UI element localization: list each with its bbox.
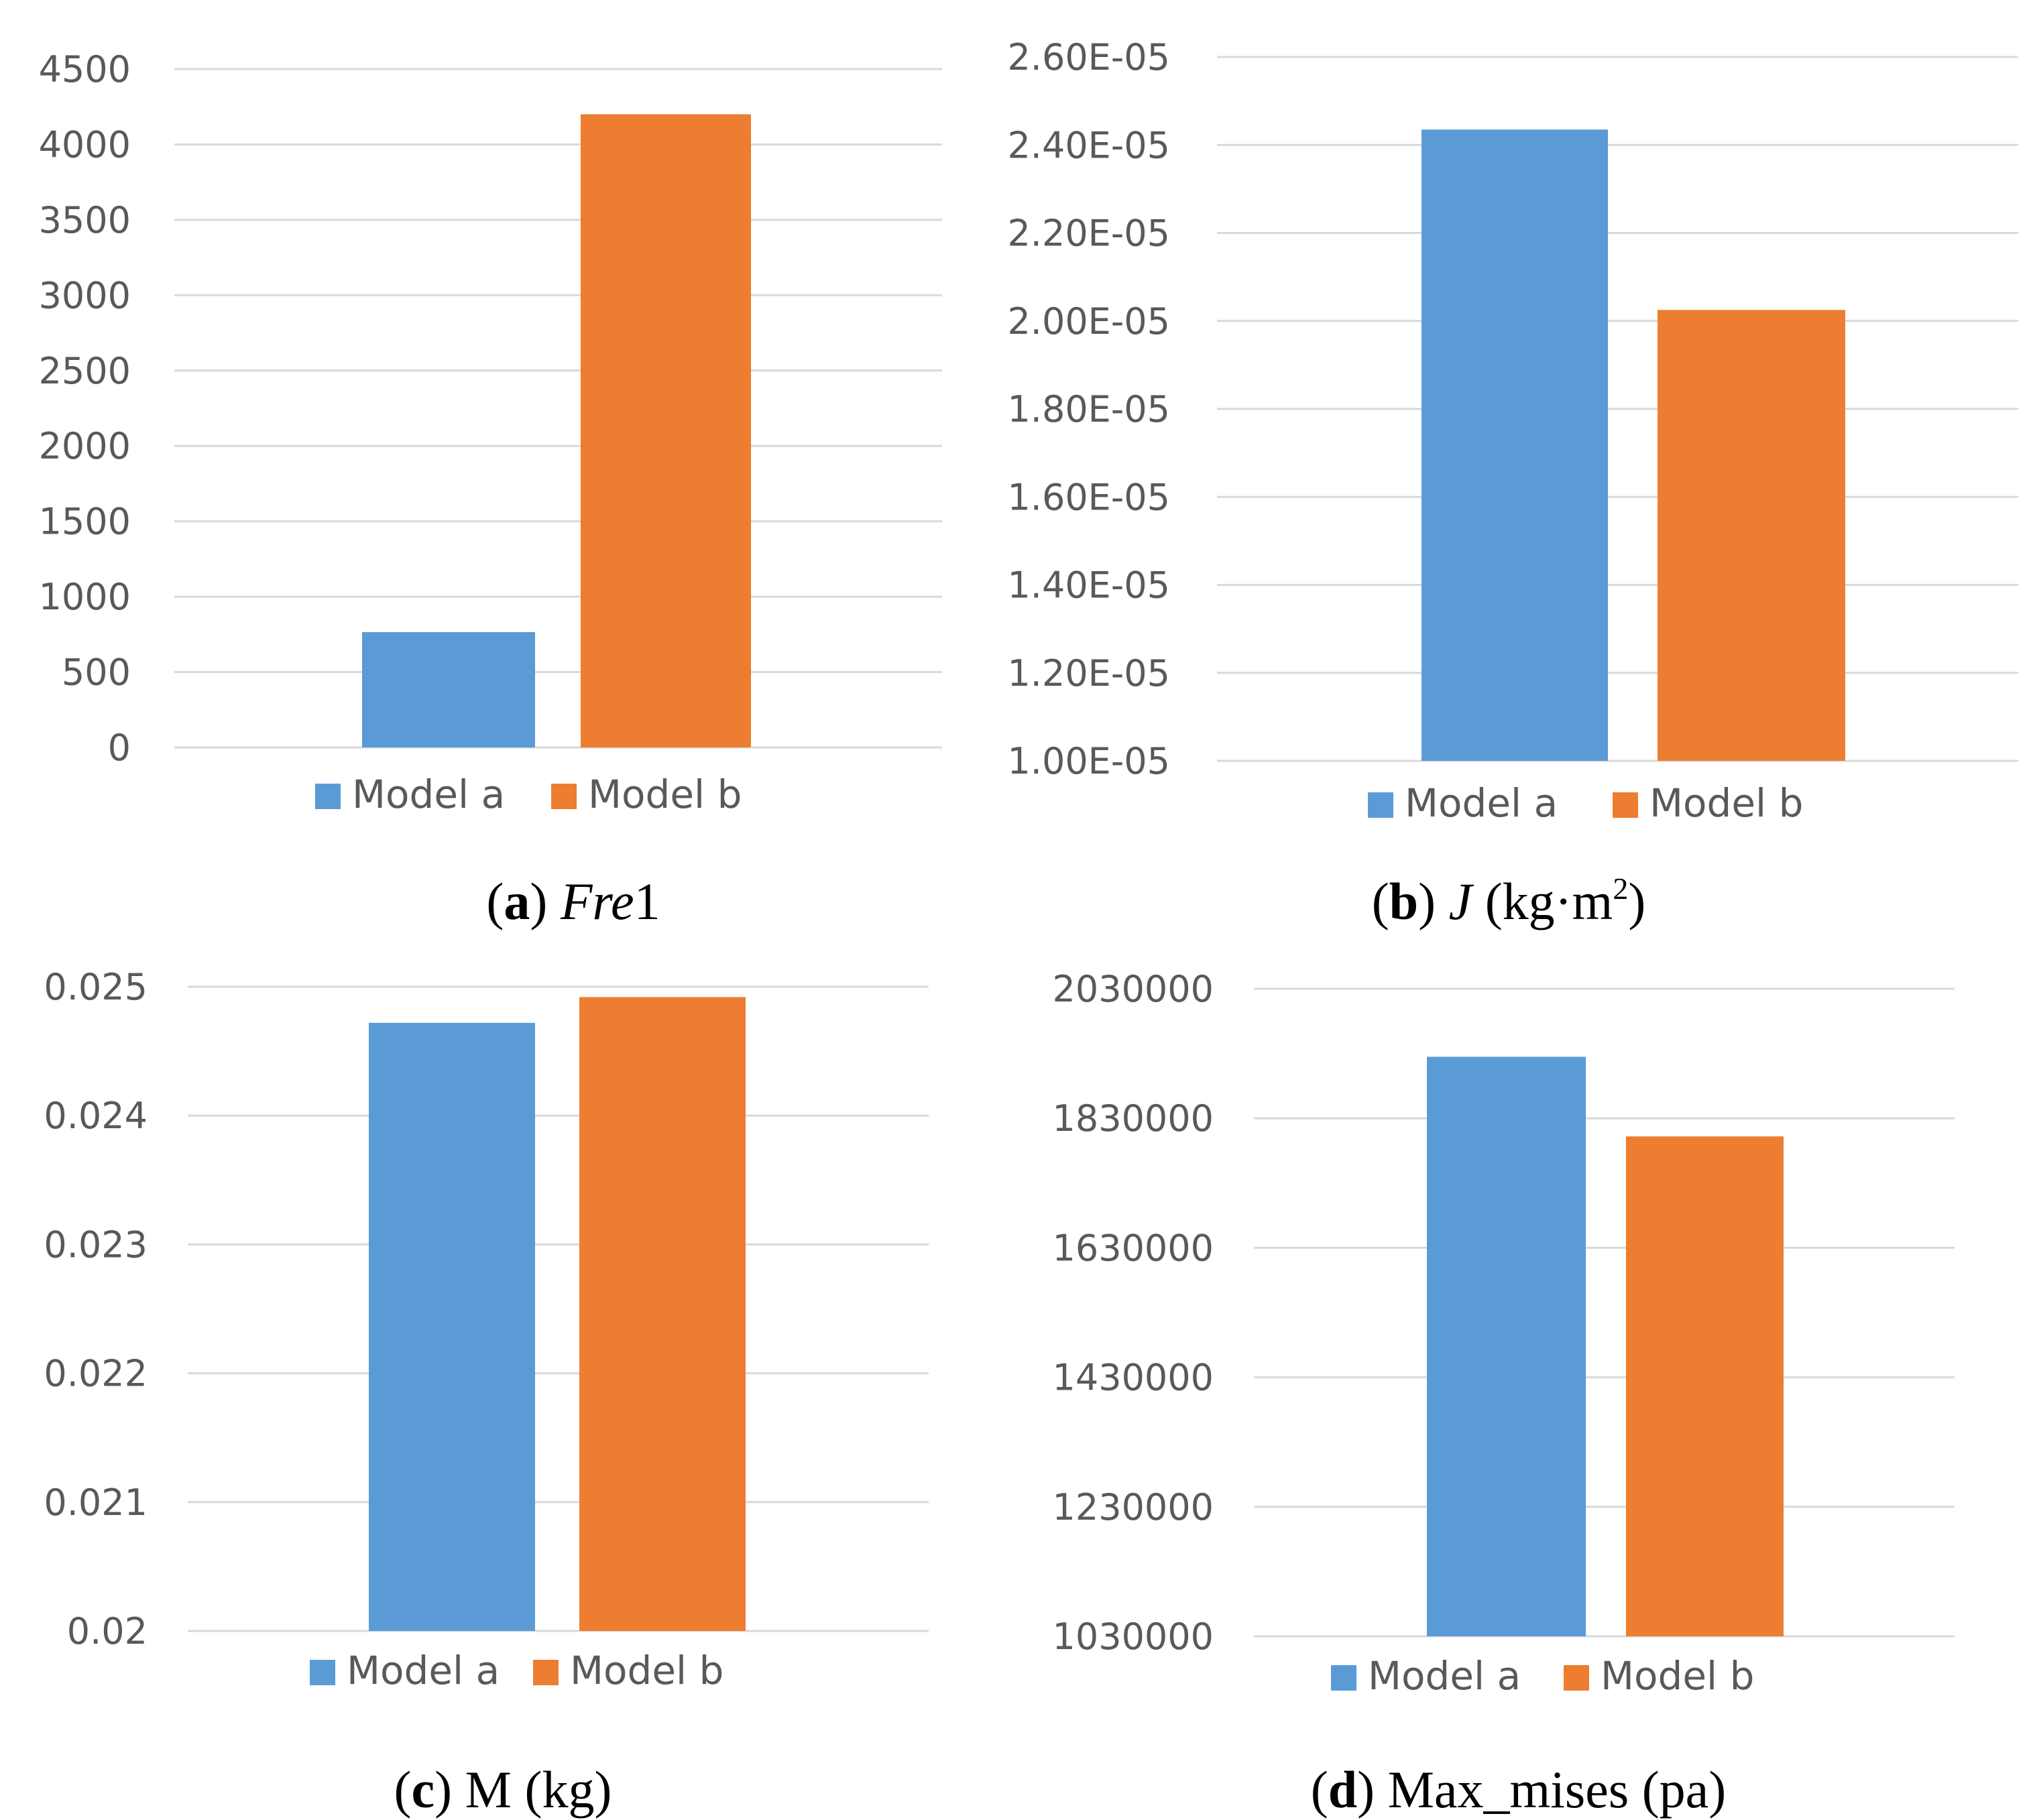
y-tick-label: 2.00E-05: [1007, 300, 1170, 343]
caption-label: J: [1448, 872, 1472, 930]
legend-model-b-label: Model b: [570, 1648, 723, 1693]
y-tick-label: 0.023: [44, 1223, 148, 1266]
y-tick-label: 2.60E-05: [1007, 36, 1170, 78]
y-tick-label: 2030000: [1053, 968, 1214, 1010]
y-tick-label: 2500: [39, 350, 131, 392]
caption-a: (a) Fre1: [486, 872, 660, 930]
bar-model-b: [581, 114, 751, 747]
bar-model-b: [579, 997, 746, 1631]
caption-superscript: 2: [1613, 871, 1629, 906]
caption-label: Fre: [560, 872, 634, 930]
legend-model-a-label: Model a: [352, 772, 505, 817]
y-tick-label: 0.025: [44, 966, 148, 1008]
chart-b: 1.00E-05 1.20E-05 1.40E-05 1.60E-05 1.80E-05…: [1007, 36, 2018, 826]
y-tick-label: 0.021: [44, 1481, 148, 1524]
bar-model-a: [1427, 1056, 1586, 1636]
y-tick-label: 1500: [39, 501, 131, 543]
legend-model-a-swatch: [1368, 792, 1393, 818]
bar-model-a: [369, 1022, 535, 1631]
chart-panel-d: 1030000 1230000 1430000 1630000 1830000 20300…: [1006, 952, 2031, 1819]
chart-c: 0.02 0.021 0.022 0.023 0.024 0.025 Model a Mode…: [44, 966, 929, 1693]
legend-model-b-swatch: [1564, 1665, 1589, 1691]
caption-d: (d) Max_mises (pa): [1310, 1760, 1727, 1819]
legend-model-b-swatch: [1613, 792, 1638, 818]
caption-label: Max_mises (pa): [1387, 1760, 1727, 1819]
y-tick-label: 1000: [39, 576, 131, 618]
chart-panel-c: 0.02 0.021 0.022 0.023 0.024 0.025 Model a Mode…: [0, 952, 1006, 1819]
caption-label: M (kg): [465, 1760, 612, 1819]
caption-letter: d: [1328, 1760, 1358, 1819]
y-tick-label: 500: [62, 652, 131, 694]
legend-model-b-label: Model b: [1601, 1653, 1754, 1699]
chart-d: 1030000 1230000 1430000 1630000 1830000 20300…: [1053, 968, 1955, 1699]
y-tick-label: 1.20E-05: [1007, 652, 1170, 694]
y-tick-label: 3000: [39, 274, 131, 316]
caption-letter: b: [1389, 872, 1419, 930]
y-tick-label: 2.20E-05: [1007, 213, 1170, 255]
caption-b: (b) J (kg·m2): [1371, 871, 1646, 930]
chart-panel-b: 1.00E-05 1.20E-05 1.40E-05 1.60E-05 1.80E-05…: [1006, 0, 2031, 952]
y-tick-label: 1430000: [1053, 1357, 1214, 1399]
legend-model-a-swatch: [310, 1660, 335, 1685]
y-tick-label: 1830000: [1053, 1097, 1214, 1140]
y-tick-label: 1.00E-05: [1007, 740, 1170, 782]
legend-model-a-label: Model a: [1368, 1653, 1521, 1699]
y-tick-label: 2000: [39, 425, 131, 467]
bar-model-a: [362, 631, 535, 747]
caption-letter: c: [411, 1760, 435, 1819]
chart-panel-a: 0 500 1000 1500 2000 2500 3000 3500 4000 4500 Mode…: [0, 0, 1006, 952]
caption-letter: a: [504, 872, 530, 930]
legend-model-b-label: Model b: [1649, 780, 1803, 826]
caption-c: (c) M (kg): [394, 1760, 612, 1819]
legend-model-b-swatch: [551, 784, 577, 809]
legend-model-a-label: Model a: [1405, 780, 1558, 826]
y-tick-label: 1.40E-05: [1007, 564, 1170, 607]
y-tick-label: 0.024: [44, 1095, 148, 1137]
y-tick-label: 0.022: [44, 1353, 148, 1395]
y-tick-label: 4500: [39, 48, 131, 90]
y-tick-label: 1.80E-05: [1007, 388, 1170, 430]
caption-suffix: (kg·m: [1472, 872, 1613, 930]
y-tick-label: 1230000: [1053, 1486, 1214, 1528]
y-tick-label: 1.60E-05: [1007, 476, 1170, 518]
y-tick-label: 1030000: [1053, 1616, 1214, 1658]
legend-model-b-label: Model b: [588, 772, 742, 817]
caption-suffix: 1: [634, 872, 660, 930]
legend-model-a-swatch: [315, 784, 341, 809]
y-tick-label: 2.40E-05: [1007, 124, 1170, 166]
bar-model-b: [1626, 1136, 1784, 1636]
caption-close: ): [1628, 872, 1646, 930]
y-tick-label: 0.02: [67, 1610, 148, 1652]
chart-a: 0 500 1000 1500 2000 2500 3000 3500 4000 4500 Mode…: [39, 48, 942, 817]
bar-model-b: [1658, 310, 1845, 761]
legend-model-b-swatch: [533, 1660, 559, 1685]
legend-model-a-swatch: [1331, 1665, 1356, 1691]
y-tick-label: 4000: [39, 123, 131, 166]
bar-model-a: [1421, 129, 1608, 761]
y-tick-label: 1630000: [1053, 1227, 1214, 1269]
y-tick-label: 3500: [39, 199, 131, 241]
legend-model-a-label: Model a: [347, 1648, 500, 1693]
y-tick-label: 0: [108, 727, 131, 769]
